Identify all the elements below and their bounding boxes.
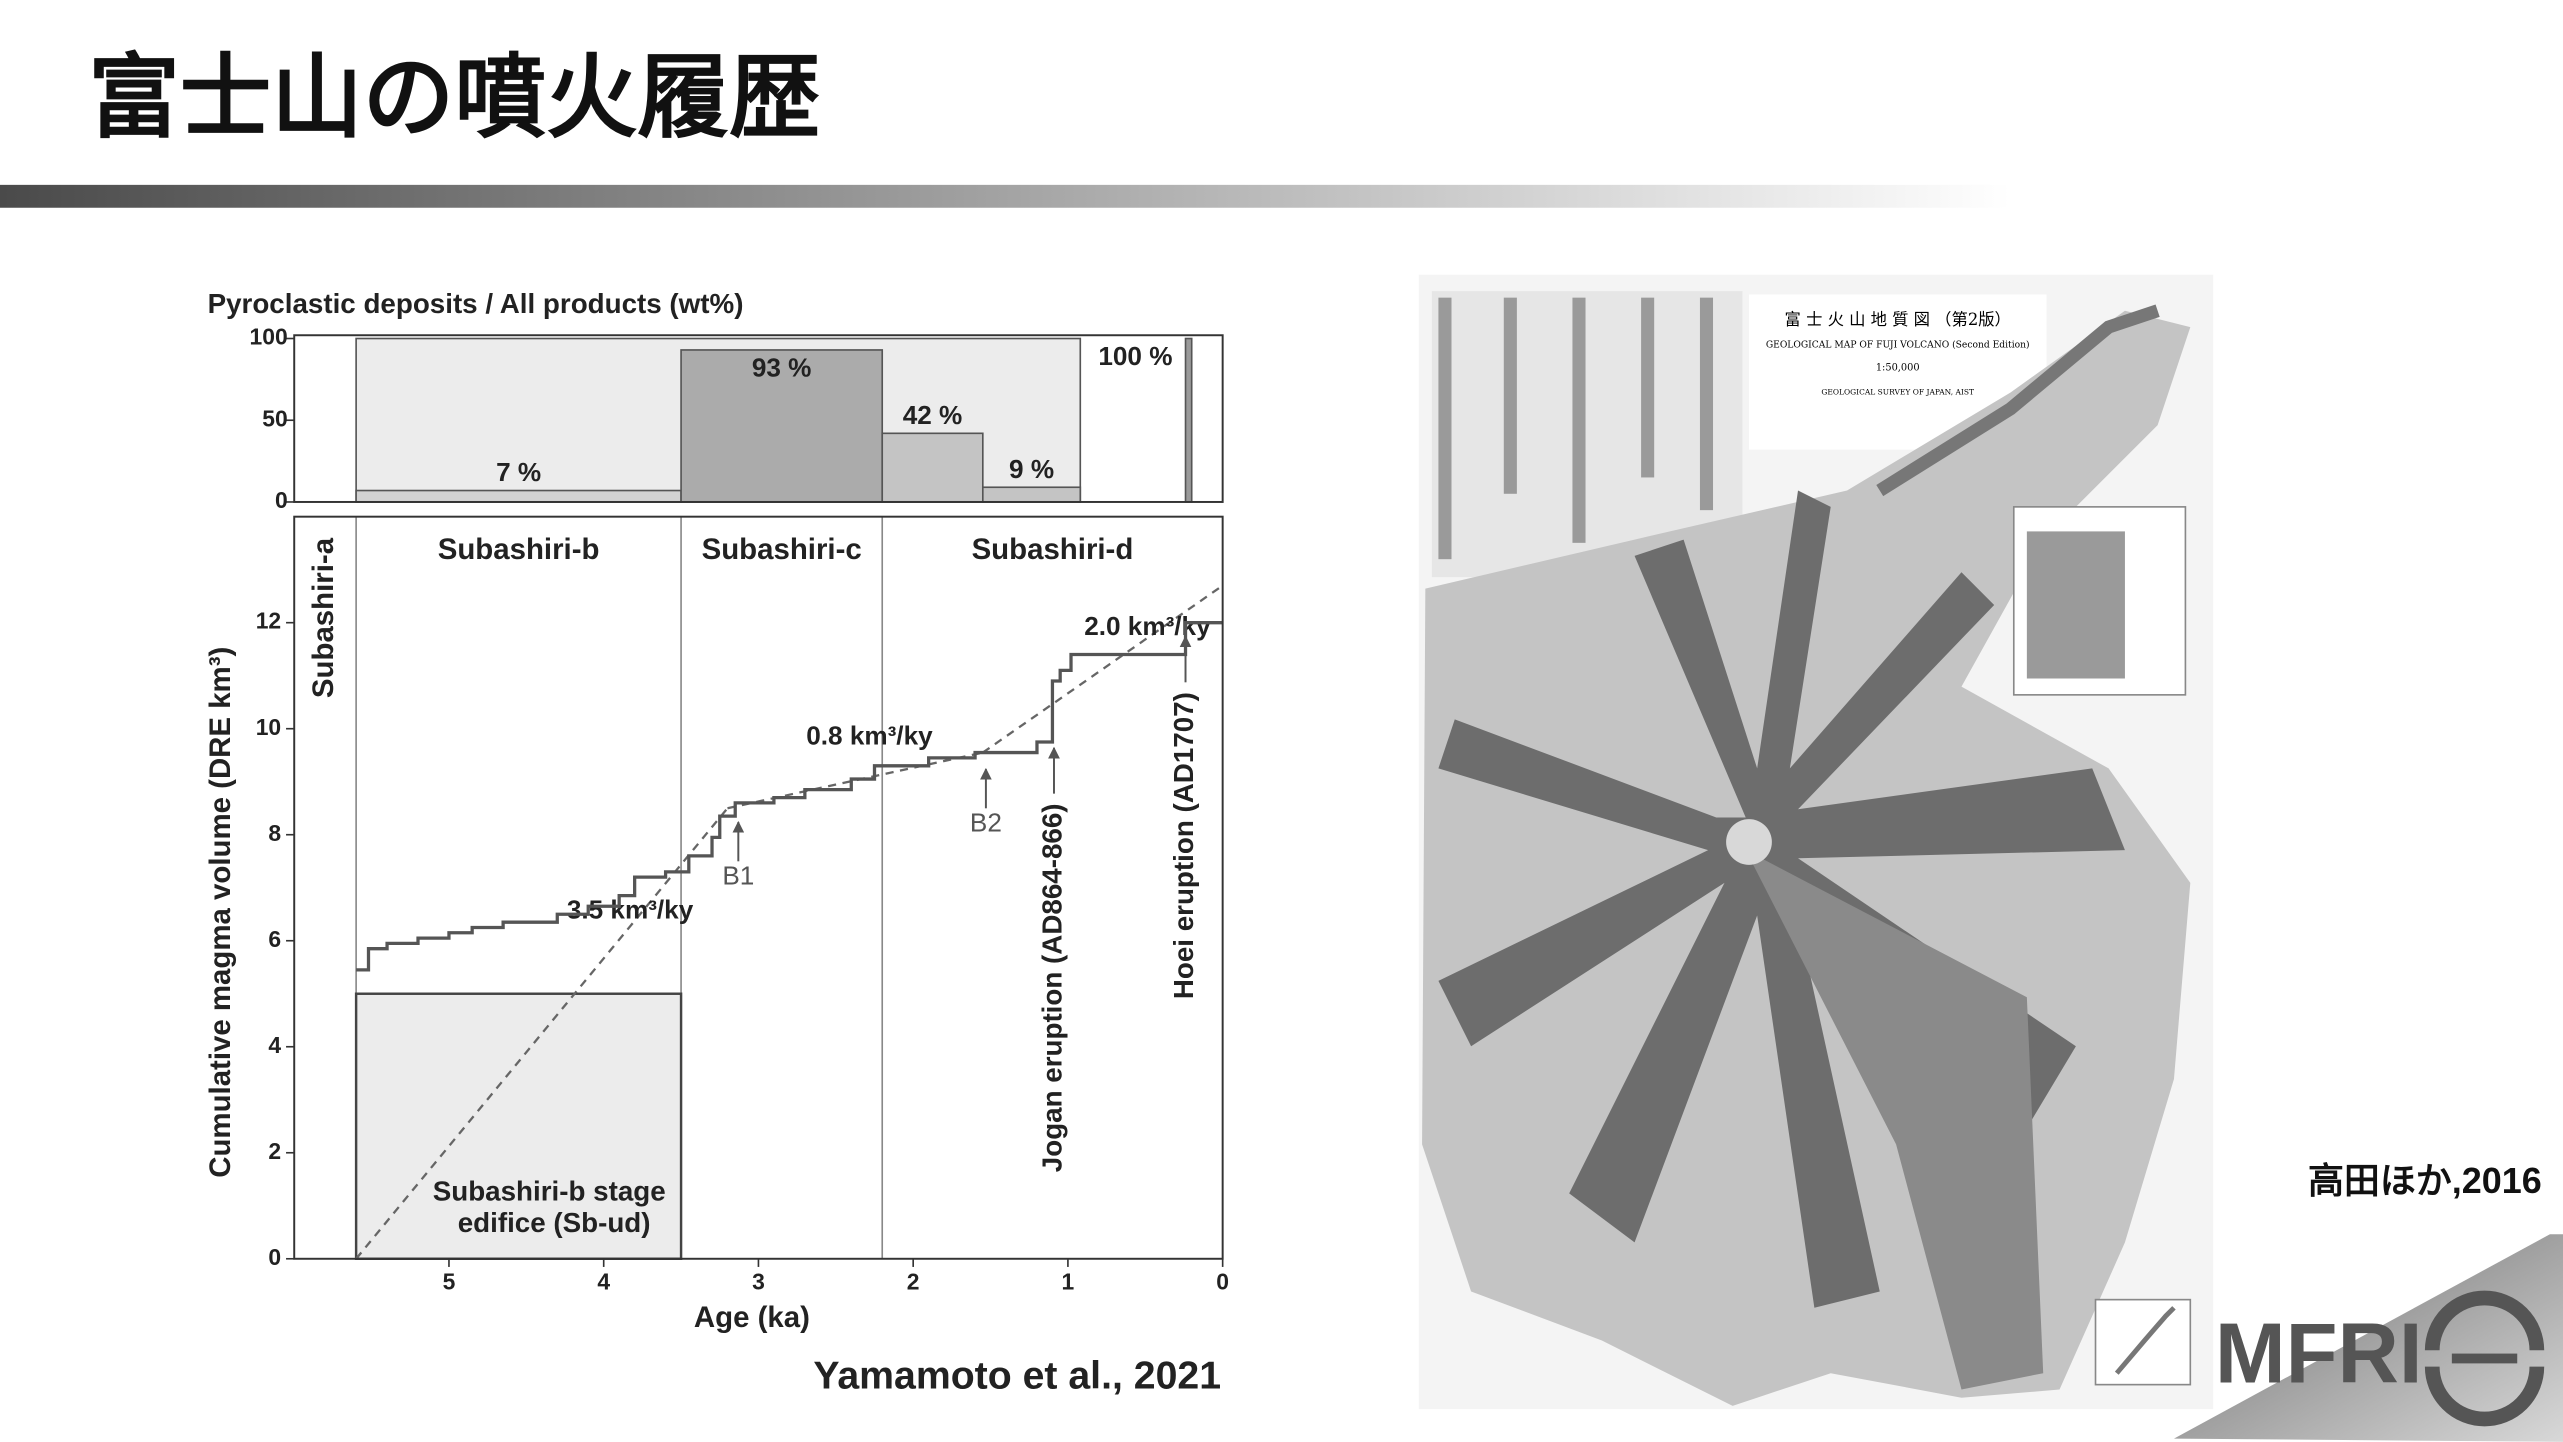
rate-label: 3.5 km³/ky <box>567 894 694 924</box>
y-tick-label: 0 <box>268 1244 281 1270</box>
map-summit <box>1726 819 1772 865</box>
rate-label: 0.8 km³/ky <box>806 721 933 751</box>
event-label: B2 <box>970 808 1002 838</box>
stage-label: Subashiri-b <box>438 533 600 566</box>
chart-source: Yamamoto et al., 2021 <box>813 1353 1221 1397</box>
y-tick-label: 12 <box>256 608 281 634</box>
value-label: 7 % <box>496 457 541 487</box>
y-tick-label: 2 <box>268 1138 281 1164</box>
x-axis-label: Age (ka) <box>694 1301 810 1334</box>
map-subtitle: GEOLOGICAL MAP OF FUJI VOLCANO (Second E… <box>1766 340 2030 351</box>
y-tick-label: 0 <box>275 487 288 513</box>
chart: Pyroclastic deposits / All products (wt%… <box>204 288 1229 1397</box>
bar <box>355 489 682 503</box>
bar <box>881 432 984 503</box>
map-title: 富 士 火 山 地 質 図 （第2版） <box>1785 310 2011 329</box>
bar <box>981 486 1082 503</box>
x-tick-label: 3 <box>752 1268 765 1294</box>
value-label: 42 % <box>903 400 963 430</box>
panel-frame <box>293 334 1224 503</box>
y-tick-label: 8 <box>268 820 281 846</box>
map-credit: 高田ほか,2016 <box>2308 1160 2542 1201</box>
bar <box>1184 337 1193 503</box>
logo-background <box>2173 1234 2563 1442</box>
x-tick-label: 1 <box>1062 1268 1075 1294</box>
stage-label: Subashiri-c <box>702 533 862 566</box>
map-legend-swatches <box>1438 297 1714 560</box>
map-inset-area <box>2026 531 2125 679</box>
value-label: 93 % <box>752 352 812 382</box>
stage-label: Subashiri-a <box>307 537 340 698</box>
event-label: Hoei eruption (AD1707) <box>1168 692 1199 999</box>
slide-title: 富士山の噴火履歴 <box>88 47 820 149</box>
rate-label: 2.0 km³/ky <box>1084 611 1211 641</box>
x-tick-label: 2 <box>907 1268 920 1294</box>
value-label: 100 % <box>1098 341 1172 371</box>
x-tick-label: 0 <box>1216 1268 1229 1294</box>
edifice-label: Subashiri-b stage <box>433 1176 666 1207</box>
stage-label: Subashiri-d <box>972 533 1134 566</box>
map-lava-flows-south <box>1745 850 2044 1390</box>
panel-title: Pyroclastic deposits / All products (wt%… <box>208 288 744 319</box>
event-label: Jogan eruption (AD864-866) <box>1036 803 1067 1172</box>
map-scale: 1:50,000 <box>1876 362 1920 373</box>
cumulative-volume-line <box>356 621 1223 972</box>
y-axis-label: Cumulative magma volume (DRE km³) <box>204 647 237 1178</box>
map-northern-flow <box>1876 304 2160 497</box>
y-tick-label: 4 <box>268 1032 281 1058</box>
header-bar <box>0 184 2011 208</box>
x-tick-label: 4 <box>597 1268 610 1294</box>
map-publisher: GEOLOGICAL SURVEY OF JAPAN, AIST <box>1821 387 1974 396</box>
event-label: B1 <box>722 861 754 891</box>
edifice-label: edifice (Sb-ud) <box>458 1207 651 1238</box>
edifice-box <box>354 992 683 1260</box>
bar <box>680 349 884 503</box>
y-tick-label: 50 <box>262 405 287 431</box>
map-japan-outline <box>2114 1306 2176 1375</box>
y-tick-label: 100 <box>250 324 288 350</box>
value-label: 9 % <box>1009 454 1054 484</box>
logo-mark <box>2424 1290 2545 1427</box>
rate-line <box>355 807 729 1260</box>
geological-map: 富 士 火 山 地 質 図 （第2版） GEOLOGICAL MAP OF FU… <box>1418 274 2214 1410</box>
x-tick-label: 5 <box>443 1268 456 1294</box>
y-tick-label: 10 <box>256 714 281 740</box>
rate-line <box>982 584 1224 754</box>
y-tick-label: 6 <box>268 926 281 952</box>
logo-text: MFRI <box>2215 1307 2423 1402</box>
